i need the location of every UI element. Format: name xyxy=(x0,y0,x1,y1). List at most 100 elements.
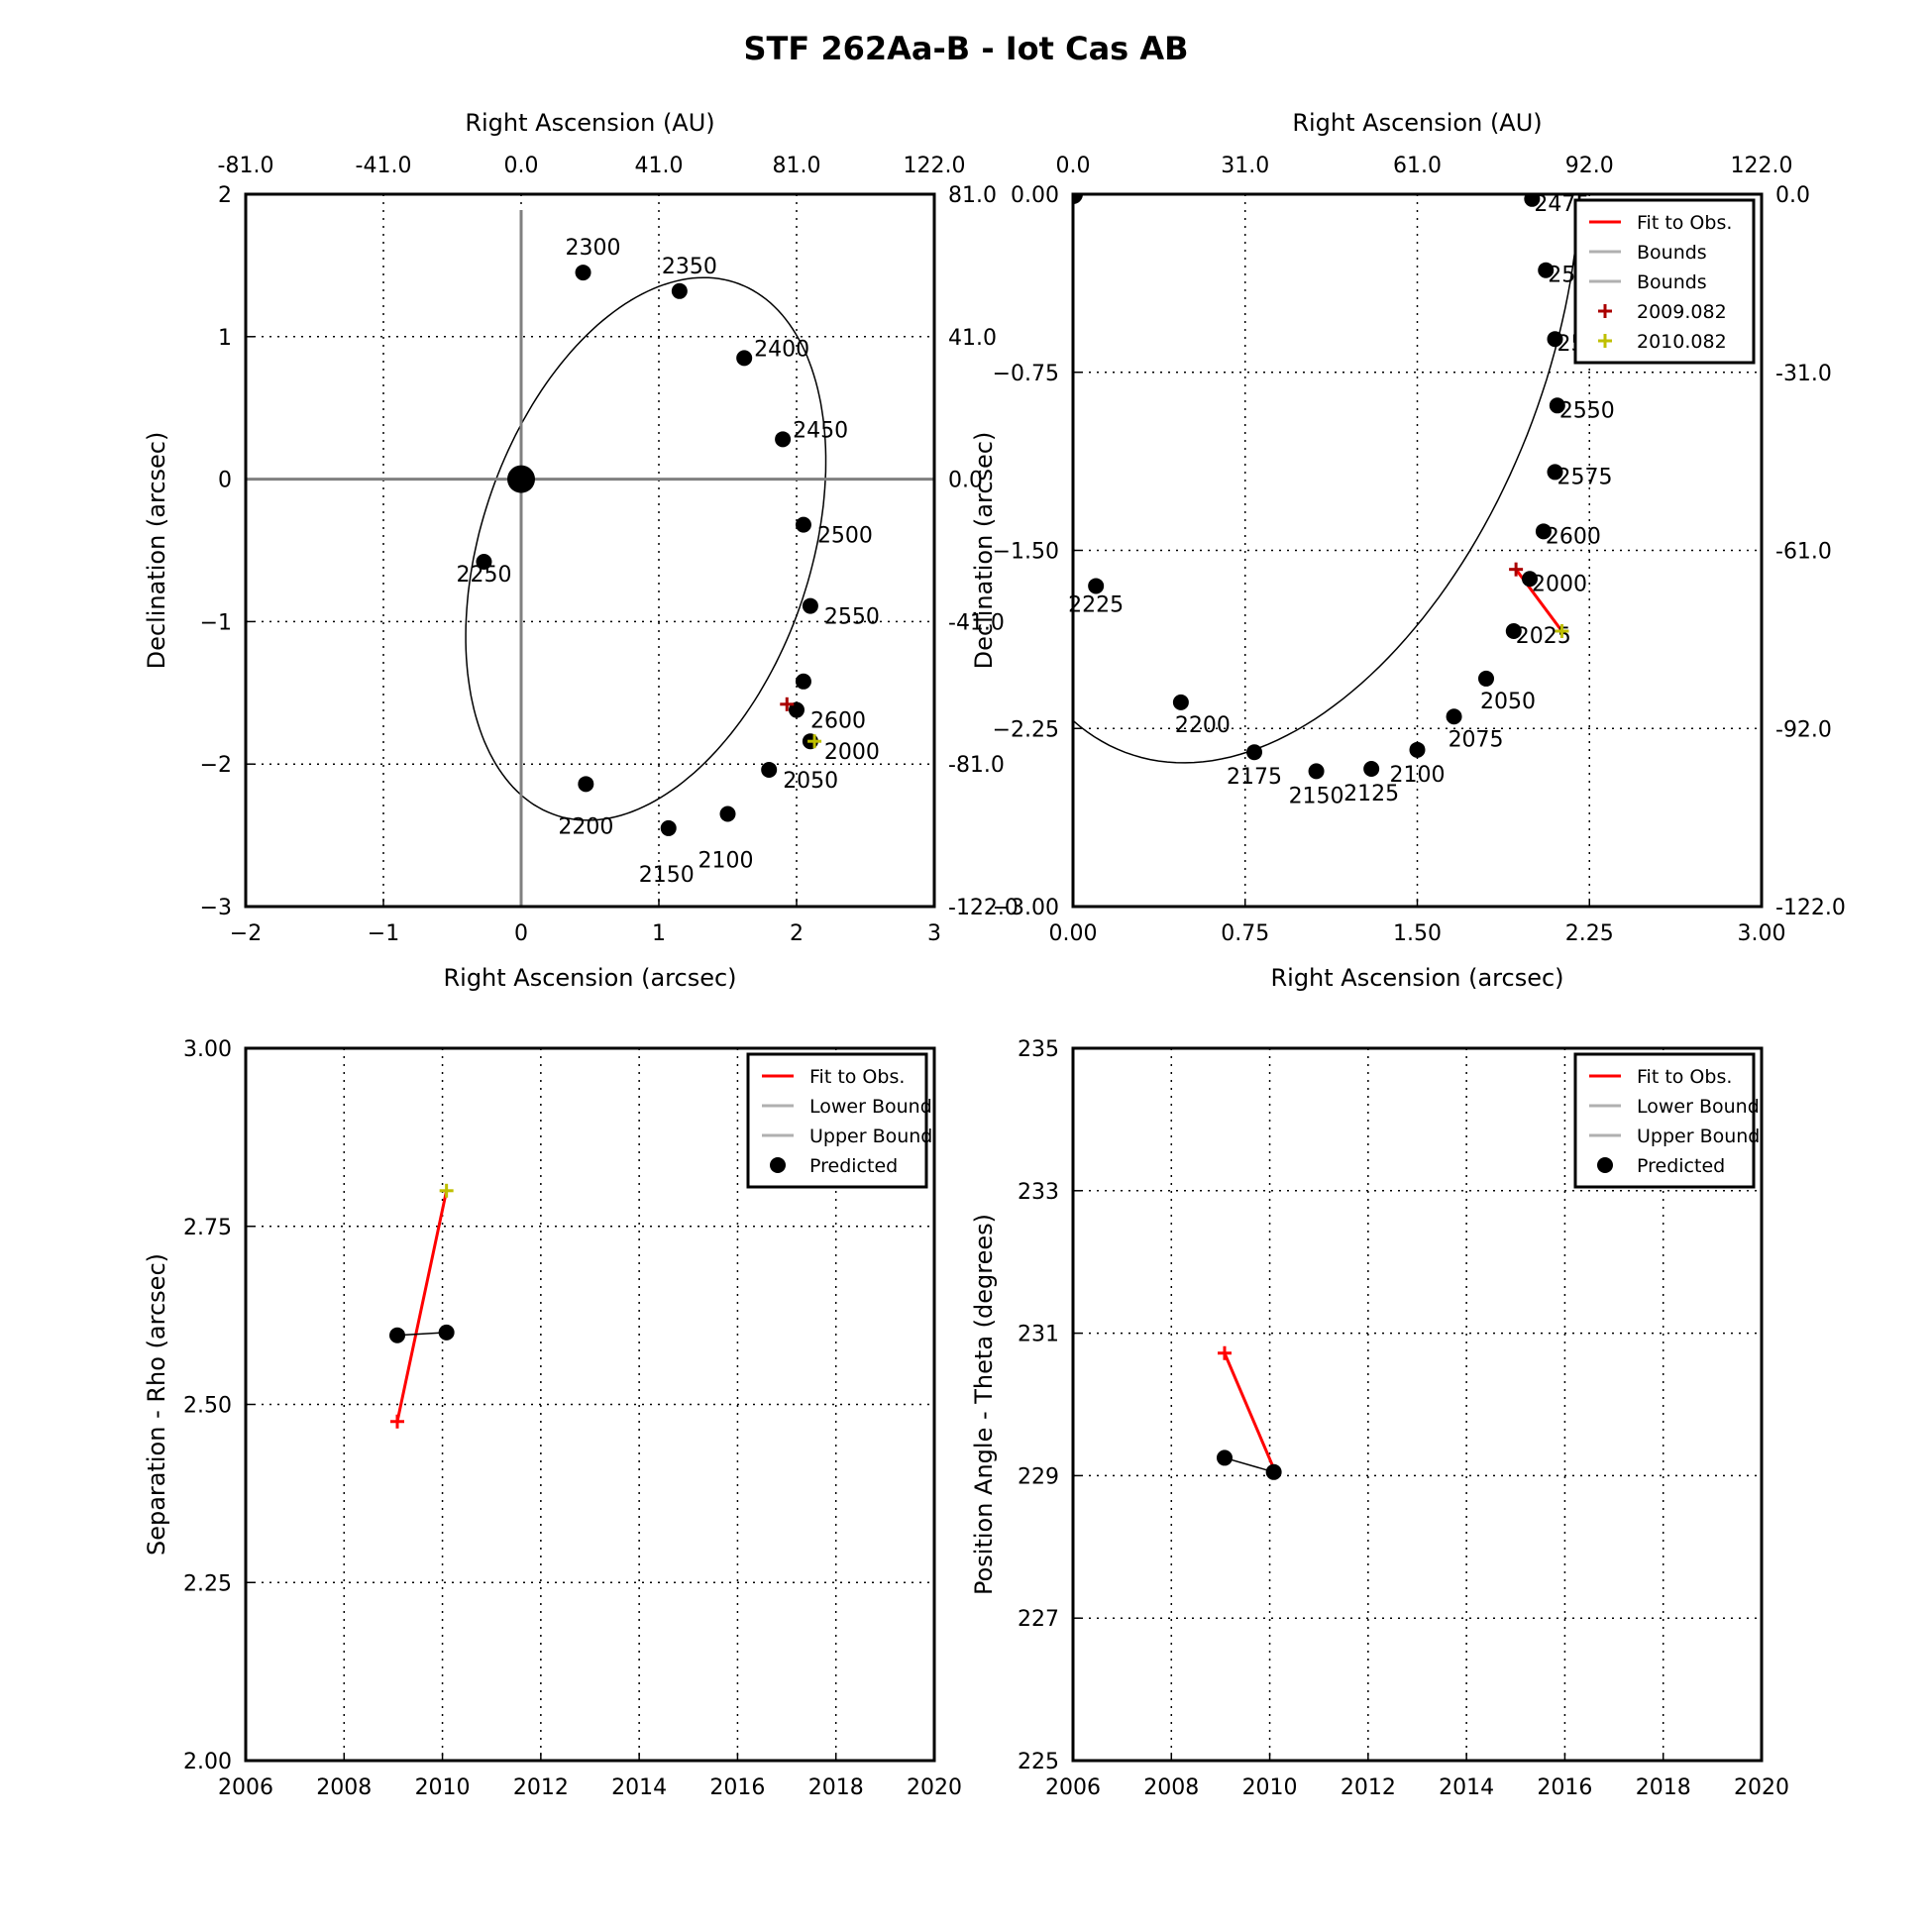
x-tick-label: 2018 xyxy=(1636,1775,1691,1800)
x-tick-label: 2010 xyxy=(1242,1775,1298,1800)
axes-frame xyxy=(244,192,936,909)
x-tick-label: 2008 xyxy=(316,1775,372,1800)
axes-frame xyxy=(244,1046,936,1763)
top-axis-label: Right Ascension (AU) xyxy=(1292,109,1542,137)
epoch-label: 2125 xyxy=(1343,782,1399,806)
top-tick-label: 92.0 xyxy=(1565,154,1614,178)
legend-label: 2009.082 xyxy=(1637,301,1727,323)
right-tick-label: -122.0 xyxy=(1775,896,1846,920)
epoch-point xyxy=(1547,464,1563,481)
legend-label: Predicted xyxy=(809,1155,898,1177)
axes-frame xyxy=(1071,1046,1764,1763)
y-tick-label: 227 xyxy=(1018,1607,1059,1632)
epoch-label: 2000 xyxy=(824,740,880,765)
orbit-path xyxy=(1073,194,1581,764)
epoch-point xyxy=(1524,194,1541,207)
epoch-label: 2225 xyxy=(1068,592,1124,617)
x-tick-label: 2018 xyxy=(808,1775,864,1800)
epoch-label: 2575 xyxy=(1557,465,1613,489)
legend-label: Fit to Obs. xyxy=(1637,1066,1732,1088)
predicted-line xyxy=(1224,1456,1274,1473)
epoch-point xyxy=(761,761,778,778)
y-tick-label: 225 xyxy=(1018,1750,1059,1774)
x-tick-label: 2 xyxy=(790,921,804,946)
epoch-point xyxy=(1538,262,1555,278)
right-tick-label: -122.0 xyxy=(948,896,1019,920)
x-tick-label: 3.00 xyxy=(1738,921,1786,946)
predicted-point xyxy=(438,1324,455,1341)
epoch-point xyxy=(1363,760,1380,777)
epoch-label: 2050 xyxy=(783,769,838,794)
y-tick-label: 3.00 xyxy=(183,1037,232,1062)
y-tick-label: 0.00 xyxy=(1011,183,1059,208)
epoch-point xyxy=(736,350,753,367)
legend-label: Fit to Obs. xyxy=(1637,212,1732,234)
x-tick-label: 2020 xyxy=(907,1775,962,1800)
predicted-line xyxy=(396,1332,447,1337)
epoch-point xyxy=(795,516,811,533)
epoch-label: 2150 xyxy=(639,863,695,888)
y-tick-label: 235 xyxy=(1018,1037,1059,1062)
x-tick-label: 2.25 xyxy=(1565,921,1614,946)
x-tick-label: −1 xyxy=(368,921,399,946)
x-tick-label: 2006 xyxy=(1045,1775,1101,1800)
top-tick-label: 41.0 xyxy=(635,154,684,178)
y-axis-label: Declination (arcsec) xyxy=(970,432,998,670)
y-tick-label: −0.75 xyxy=(993,362,1059,386)
epoch-point xyxy=(1547,331,1563,348)
y-tick-label: 2 xyxy=(218,183,232,208)
panel-zoom-orbit: 0.00 0.75 1.50 2.25 3.00 −3.00 −2.25 −1.50 −0.75… xyxy=(970,109,1846,992)
legend-label: Predicted xyxy=(1637,1155,1725,1177)
x-tick-label: 2012 xyxy=(513,1775,569,1800)
axes-frame xyxy=(1071,192,1764,909)
legend: Fit to Obs. Lower Bound Upper Bound Predict… xyxy=(1573,1052,1760,1189)
y-tick-label: 1 xyxy=(218,326,232,351)
epoch-label: 2450 xyxy=(793,418,848,443)
epoch-point xyxy=(476,554,492,571)
epoch-point xyxy=(1308,763,1325,780)
right-tick-label: 81.0 xyxy=(948,183,997,208)
x-tick-label: 3 xyxy=(927,921,941,946)
legend-swatch-predicted xyxy=(1597,1157,1613,1173)
top-tick-label: 31.0 xyxy=(1221,154,1269,178)
y-tick-label: 229 xyxy=(1018,1464,1059,1489)
epoch-point xyxy=(1535,523,1552,540)
right-tick-label: -41.0 xyxy=(948,610,1005,635)
x-tick-label: 2006 xyxy=(218,1775,273,1800)
panel-separation: 2006 2008 2010 2012 2014 2016 2018 2020 2.00 2.25… xyxy=(143,1037,962,1800)
y-tick-label: 2.25 xyxy=(183,1571,232,1596)
primary-star xyxy=(507,465,535,493)
x-tick-label: 2020 xyxy=(1734,1775,1789,1800)
epoch-label: 2100 xyxy=(698,849,754,874)
x-tick-label: 0.00 xyxy=(1049,921,1098,946)
right-tick-label: -61.0 xyxy=(1775,540,1832,565)
legend-label: Bounds xyxy=(1637,271,1707,293)
top-tick-label: -41.0 xyxy=(356,154,412,178)
epoch-point xyxy=(719,805,736,822)
legend-label: Upper Bound xyxy=(1637,1126,1760,1147)
epoch-label: 2075 xyxy=(1449,727,1504,752)
legend-label: 2010.082 xyxy=(1637,331,1727,353)
y-axis-label: Position Angle - Theta (degrees) xyxy=(970,1214,998,1595)
epoch-point xyxy=(1409,741,1426,758)
legend-label: Upper Bound xyxy=(809,1126,932,1147)
top-axis-label: Right Ascension (AU) xyxy=(465,109,714,137)
epoch-point xyxy=(789,701,805,718)
figure-title: STF 262Aa-B - Iot Cas AB xyxy=(743,30,1189,67)
legend: Fit to Obs. Lower Bound Upper Bound Predict… xyxy=(746,1052,932,1189)
epoch-label: 2150 xyxy=(1289,784,1344,808)
epoch-label: 2350 xyxy=(662,255,717,279)
epoch-label: 2300 xyxy=(566,236,621,261)
plot-area xyxy=(1216,1352,1282,1480)
x-tick-label: 1 xyxy=(652,921,666,946)
y-axis-label: Separation - Rho (arcsec) xyxy=(143,1253,170,1556)
epoch-point xyxy=(1088,578,1105,594)
top-tick-label: -81.0 xyxy=(218,154,274,178)
orbit-path xyxy=(465,276,827,821)
x-tick-label: 1.50 xyxy=(1393,921,1442,946)
legend-label: Bounds xyxy=(1637,242,1707,264)
plot-area xyxy=(246,210,934,907)
top-tick-label: 0.0 xyxy=(504,154,539,178)
x-tick-label: 2010 xyxy=(415,1775,471,1800)
predicted-point xyxy=(1265,1463,1282,1480)
